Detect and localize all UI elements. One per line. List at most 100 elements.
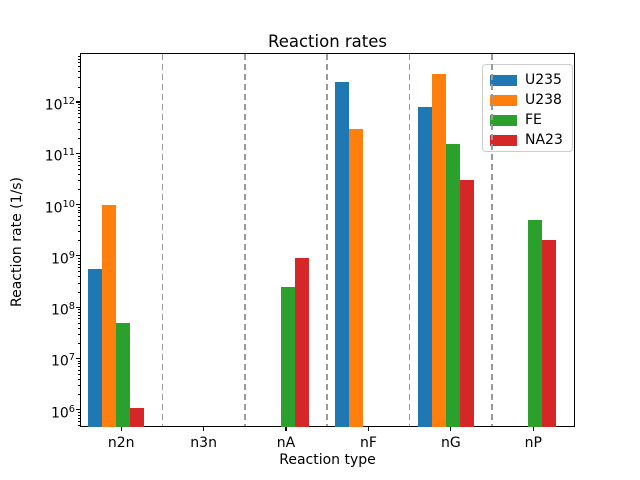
legend-swatch-fe [490, 114, 517, 126]
y-minor-tick [77, 86, 80, 88]
y-tick-1e9 [76, 255, 80, 257]
y-tick-label-1e11: 1011 [44, 147, 75, 165]
y-minor-tick [77, 180, 80, 182]
x-tick-n3n [203, 427, 205, 431]
legend-label: NA23 [525, 131, 563, 148]
y-minor-tick [77, 394, 80, 396]
y-minor-tick [77, 212, 80, 214]
legend-item-u238: U238 [483, 90, 572, 110]
plot-area [80, 53, 575, 427]
bar-u235-n2n [88, 269, 103, 427]
y-minor-tick [77, 425, 80, 427]
y-minor-tick [77, 128, 80, 130]
x-tick-label-n2n: n2n [107, 435, 135, 451]
y-minor-tick [77, 106, 80, 108]
y-tick-1e6 [76, 409, 80, 411]
y-minor-tick [77, 414, 80, 416]
y-minor-tick [77, 240, 80, 242]
category-separator-line [408, 54, 411, 426]
chart-title: Reaction rates [267, 32, 388, 51]
y-minor-tick [77, 58, 80, 60]
y-minor-tick [77, 55, 80, 57]
y-minor-tick [77, 322, 80, 324]
x-tick-nA [285, 427, 287, 431]
bar-na23-nG [459, 180, 474, 427]
y-minor-tick [77, 312, 80, 314]
y-minor-tick [77, 360, 80, 362]
legend-item-fe: FE [483, 110, 572, 130]
y-tick-1e8 [76, 306, 80, 308]
bar-u238-n2n [102, 204, 117, 427]
x-tick-nG [450, 427, 452, 431]
legend-swatch-u235 [490, 74, 517, 86]
y-minor-tick [77, 258, 80, 260]
y-minor-tick [77, 189, 80, 191]
y-minor-tick [77, 173, 80, 175]
y-tick-label-1e12: 1012 [44, 95, 75, 114]
legend-item-na23: NA23 [483, 130, 572, 150]
y-minor-tick [77, 309, 80, 311]
y-minor-tick [77, 369, 80, 371]
y-minor-tick [77, 282, 80, 284]
y-minor-tick [77, 263, 80, 265]
y-tick-label-1e9: 109 [50, 249, 75, 268]
bar-fe-nA [281, 286, 296, 427]
y-minor-tick [77, 122, 80, 124]
y-minor-tick [77, 77, 80, 79]
bar-u235-nG [417, 106, 432, 427]
x-tick-label-nG: nG [441, 435, 461, 451]
legend-swatch-na23 [490, 134, 517, 146]
legend-item-u235: U235 [483, 70, 572, 90]
y-tick-label-1e7: 107 [50, 352, 75, 371]
y-minor-tick [77, 137, 80, 139]
y-minor-tick [77, 215, 80, 217]
y-minor-tick [77, 318, 80, 320]
y-minor-tick [77, 71, 80, 73]
bar-u238-nG [431, 74, 446, 427]
y-minor-tick [77, 315, 80, 317]
y-tick-1e7 [76, 357, 80, 359]
y-minor-tick [77, 327, 80, 329]
y-minor-tick [77, 417, 80, 419]
y-minor-tick [77, 209, 80, 211]
legend: U235 U238 FE NA23 [482, 64, 573, 152]
legend-label: U235 [525, 71, 562, 88]
y-minor-tick [77, 109, 80, 111]
y-minor-tick [77, 161, 80, 163]
bar-na23-nA [295, 258, 310, 427]
y-tick-1e12 [76, 101, 80, 103]
y-minor-tick [77, 104, 80, 106]
legend-swatch-u238 [490, 94, 517, 106]
y-tick-1e10 [76, 203, 80, 206]
x-tick-label-n3n: n3n [190, 435, 217, 451]
legend-label: FE [525, 111, 542, 128]
bar-fe-nP [528, 219, 543, 427]
y-minor-tick [77, 342, 80, 344]
y-minor-tick [77, 363, 80, 365]
bar-u238-nF [349, 128, 364, 427]
bar-fe-nG [445, 144, 460, 427]
y-minor-tick [77, 62, 80, 64]
x-tick-label-nF: nF [359, 435, 377, 451]
y-tick-label-1e8: 108 [50, 301, 75, 319]
category-separator-line [161, 54, 164, 426]
category-separator-line [491, 54, 493, 426]
bar-fe-n2n [116, 322, 131, 427]
x-tick-nF [367, 427, 370, 431]
y-minor-tick [77, 219, 80, 221]
y-minor-tick [77, 412, 80, 414]
y-minor-tick [77, 271, 80, 273]
y-minor-tick [77, 378, 80, 380]
y-tick-1e11 [76, 152, 80, 154]
bar-u235-nF [335, 81, 350, 427]
y-minor-tick [77, 206, 80, 208]
y-minor-tick [77, 117, 80, 119]
bar-na23-n2n [130, 407, 145, 427]
legend-label: U238 [525, 91, 562, 108]
bar-na23-nP [542, 240, 557, 427]
y-minor-tick [77, 366, 80, 368]
category-separator-line [326, 54, 329, 426]
y-minor-tick [77, 168, 80, 170]
x-tick-nP [532, 427, 534, 431]
